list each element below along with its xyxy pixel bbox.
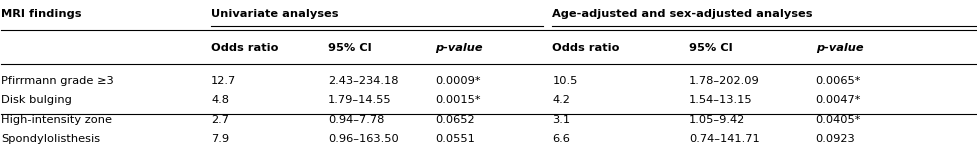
Text: 0.0065*: 0.0065* [815,76,860,86]
Text: Odds ratio: Odds ratio [552,43,619,53]
Text: Odds ratio: Odds ratio [211,43,278,53]
Text: 2.7: 2.7 [211,115,229,125]
Text: 1.54–13.15: 1.54–13.15 [688,95,751,105]
Text: 2.43–234.18: 2.43–234.18 [327,76,399,86]
Text: MRI findings: MRI findings [1,9,82,19]
Text: 1.79–14.55: 1.79–14.55 [327,95,392,105]
Text: 0.74–141.71: 0.74–141.71 [688,134,759,144]
Text: 3.1: 3.1 [552,115,570,125]
Text: 1.78–202.09: 1.78–202.09 [688,76,759,86]
Text: 95% CI: 95% CI [327,43,371,53]
Text: Univariate analyses: Univariate analyses [211,9,338,19]
Text: 6.6: 6.6 [552,134,570,144]
Text: 12.7: 12.7 [211,76,236,86]
Text: 95% CI: 95% CI [688,43,732,53]
Text: 10.5: 10.5 [552,76,577,86]
Text: 0.0009*: 0.0009* [435,76,481,86]
Text: p-value: p-value [815,43,863,53]
Text: 0.0047*: 0.0047* [815,95,860,105]
Text: Pfirrmann grade ≥3: Pfirrmann grade ≥3 [1,76,114,86]
Text: 0.0015*: 0.0015* [435,95,481,105]
Text: Spondylolisthesis: Spondylolisthesis [1,134,101,144]
Text: 4.2: 4.2 [552,95,570,105]
Text: 0.96–163.50: 0.96–163.50 [327,134,399,144]
Text: 7.9: 7.9 [211,134,229,144]
Text: 0.0405*: 0.0405* [815,115,860,125]
Text: 0.0923: 0.0923 [815,134,855,144]
Text: 0.94–7.78: 0.94–7.78 [327,115,384,125]
Text: 4.8: 4.8 [211,95,229,105]
Text: 0.0551: 0.0551 [435,134,475,144]
Text: Disk bulging: Disk bulging [1,95,72,105]
Text: 0.0652: 0.0652 [435,115,475,125]
Text: Age-adjusted and sex-adjusted analyses: Age-adjusted and sex-adjusted analyses [552,9,812,19]
Text: p-value: p-value [435,43,483,53]
Text: High-intensity zone: High-intensity zone [1,115,112,125]
Text: 1.05–9.42: 1.05–9.42 [688,115,744,125]
